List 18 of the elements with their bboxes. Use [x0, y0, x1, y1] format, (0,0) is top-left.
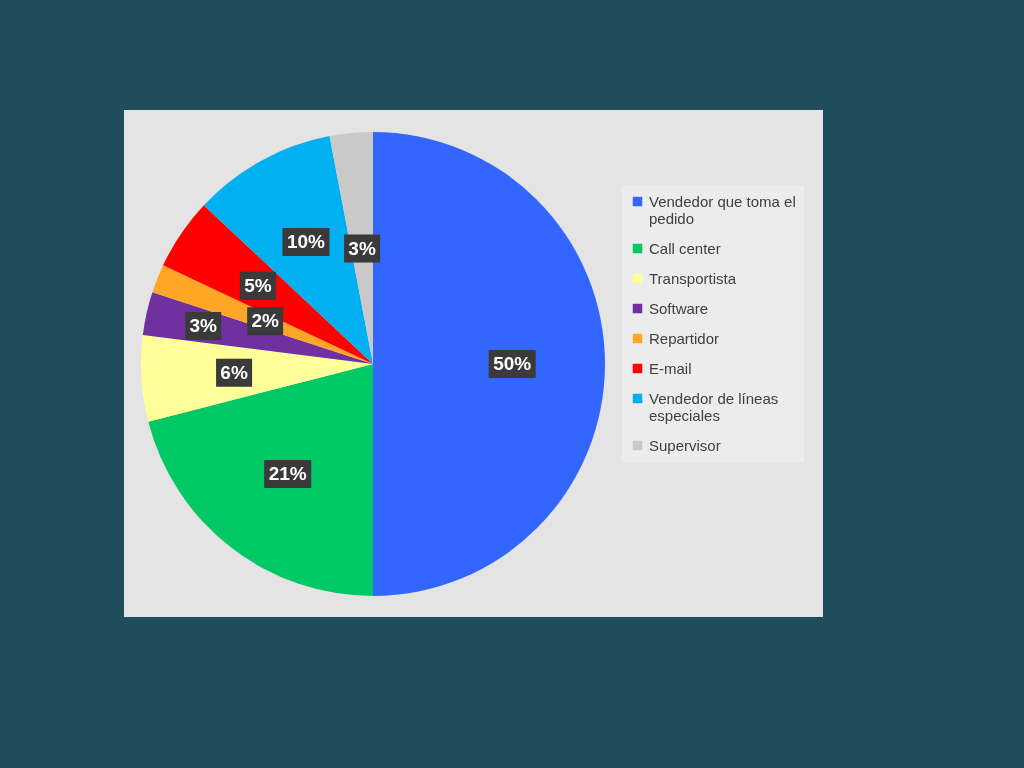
- legend-label: Vendedor de líneas especiales: [649, 389, 779, 424]
- pie-slice: [148, 364, 373, 596]
- data-label: 2%: [251, 310, 279, 332]
- pie-slice: [141, 334, 373, 422]
- data-label: 21%: [268, 462, 307, 484]
- legend-label: Vendedor que toma el pedido: [649, 192, 796, 227]
- data-label: 6%: [220, 361, 248, 383]
- legend-label: Transportista: [649, 269, 737, 287]
- legend-label: Repartidor: [649, 329, 720, 347]
- legend-label: E-mail: [649, 359, 692, 377]
- data-label: 5%: [244, 274, 272, 296]
- data-label: 50%: [493, 353, 532, 374]
- legend-label: Supervisor: [649, 436, 721, 454]
- data-label: 3%: [189, 315, 218, 337]
- data-label: 10%: [286, 231, 326, 253]
- legend-label: Software: [649, 299, 709, 317]
- data-label: 3%: [348, 237, 376, 259]
- legend-label: Call center: [649, 239, 721, 257]
